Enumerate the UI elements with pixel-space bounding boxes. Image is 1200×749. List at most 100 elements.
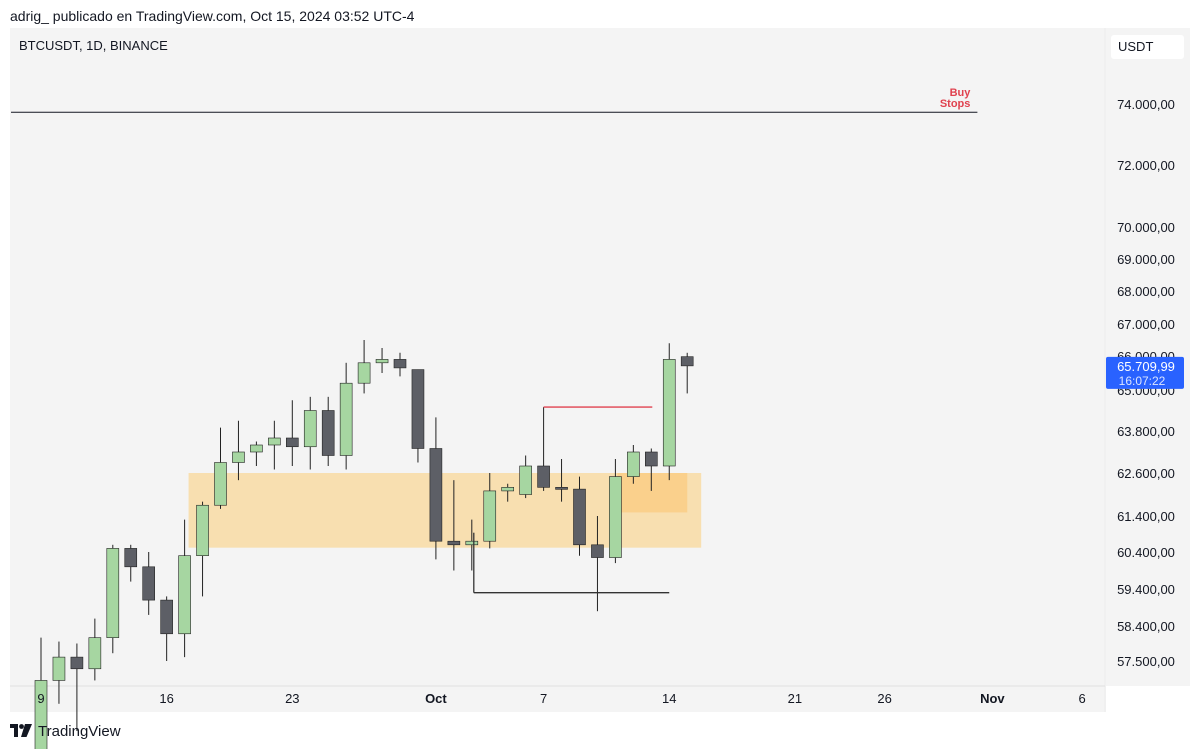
candle[interactable] (644, 448, 658, 491)
price-tick-label: 59.400,00 (1117, 582, 1175, 597)
price-tick-label: 57.500,00 (1117, 654, 1175, 669)
candle-body (178, 555, 191, 635)
candle[interactable] (52, 641, 66, 704)
candle-body (411, 369, 425, 449)
candle[interactable] (662, 343, 676, 481)
candle-body (483, 490, 497, 542)
time-axis-panel[interactable] (10, 686, 1104, 712)
candle-body (662, 359, 676, 467)
candle[interactable] (285, 400, 299, 466)
candle[interactable] (268, 420, 281, 470)
candle-body (393, 359, 407, 369)
candle[interactable] (447, 480, 461, 571)
candle-body (555, 487, 568, 490)
candle-body (106, 548, 120, 638)
candle-body (124, 548, 138, 568)
candle[interactable] (196, 501, 209, 597)
candle[interactable] (70, 643, 84, 732)
candle[interactable] (357, 340, 371, 394)
candle[interactable] (573, 476, 586, 556)
publish-caption: adrig_ publicado en TradingView.com, Oct… (10, 8, 415, 24)
candle[interactable] (178, 519, 191, 658)
candle[interactable] (429, 417, 443, 560)
time-tick-label: 14 (662, 691, 676, 706)
price-tick-label: 61.400,00 (1117, 509, 1175, 524)
candle-body (142, 566, 155, 601)
price-tick-label: 63.800,00 (1117, 424, 1175, 439)
candle-body (232, 451, 245, 463)
candle-body (519, 465, 532, 495)
price-tick-label: 72.000,00 (1117, 158, 1175, 173)
candle[interactable] (537, 407, 550, 491)
candle-body (465, 540, 479, 546)
time-tick-label: 6 (1078, 691, 1085, 706)
candle[interactable] (483, 473, 497, 549)
candle[interactable] (627, 445, 640, 484)
candle-body (285, 437, 299, 448)
candle[interactable] (142, 552, 155, 615)
candle[interactable] (106, 544, 120, 654)
candle-body (680, 356, 694, 367)
time-tick-label: 16 (159, 691, 173, 706)
price-tick-label: 70.000,00 (1117, 220, 1175, 235)
tradingview-brand: TradingView (38, 722, 121, 740)
candle[interactable] (321, 396, 335, 466)
candle-body (537, 465, 550, 488)
candle-body (160, 599, 173, 635)
price-tick-label: 69.000,00 (1117, 252, 1175, 267)
candle-body (375, 359, 389, 364)
candle[interactable] (339, 362, 353, 470)
plot-area (10, 28, 1104, 686)
candle-body (627, 451, 640, 477)
candle-body (429, 448, 443, 542)
time-tick-label: 21 (788, 691, 802, 706)
candle[interactable] (375, 348, 389, 373)
currency-label: USDT (1118, 39, 1153, 54)
candle-body (250, 444, 263, 453)
zones-layer (188, 473, 702, 548)
candle-body (52, 656, 66, 681)
candle[interactable] (124, 544, 138, 582)
candle[interactable] (591, 516, 604, 612)
last-price-badge[interactable] (1106, 356, 1184, 389)
candle-body (447, 540, 461, 546)
candle-body (214, 462, 227, 506)
price-tick-label: 68.000,00 (1117, 284, 1175, 299)
candle[interactable] (411, 369, 425, 463)
candle[interactable] (519, 455, 532, 499)
candle-body (303, 410, 317, 448)
candle[interactable] (88, 618, 102, 681)
candle-body (88, 637, 102, 670)
candle[interactable] (465, 519, 479, 571)
footer: TradingView (10, 721, 121, 741)
candle[interactable] (609, 459, 622, 564)
candle[interactable] (160, 596, 173, 661)
candle-body (339, 382, 353, 456)
candles-layer (34, 340, 694, 749)
candle-body (321, 410, 335, 456)
time-tick-label: Nov (980, 691, 1005, 706)
time-axis-ticks: 9 16 23 Oct 7 14 21 26 Nov 6 (37, 691, 1085, 706)
currency-badge[interactable] (1111, 35, 1184, 59)
time-tick-label: 9 (37, 691, 44, 706)
candle[interactable] (232, 420, 245, 481)
bar-countdown-label: 16:07:22 (1119, 374, 1166, 388)
time-tick-label: 23 (285, 691, 299, 706)
price-tick-label: 67.000,00 (1117, 317, 1175, 332)
candle[interactable] (501, 483, 515, 502)
candle[interactable] (555, 459, 568, 502)
candle[interactable] (34, 637, 48, 749)
candle[interactable] (250, 441, 263, 467)
candle-body (196, 504, 209, 557)
candle[interactable] (680, 352, 694, 394)
candle-body (591, 544, 604, 558)
candle[interactable] (393, 352, 407, 377)
candle[interactable] (303, 396, 317, 470)
candle-body (70, 656, 84, 670)
inner-zone[interactable] (617, 473, 688, 513)
candle-body (34, 680, 48, 749)
candle[interactable] (214, 427, 227, 509)
